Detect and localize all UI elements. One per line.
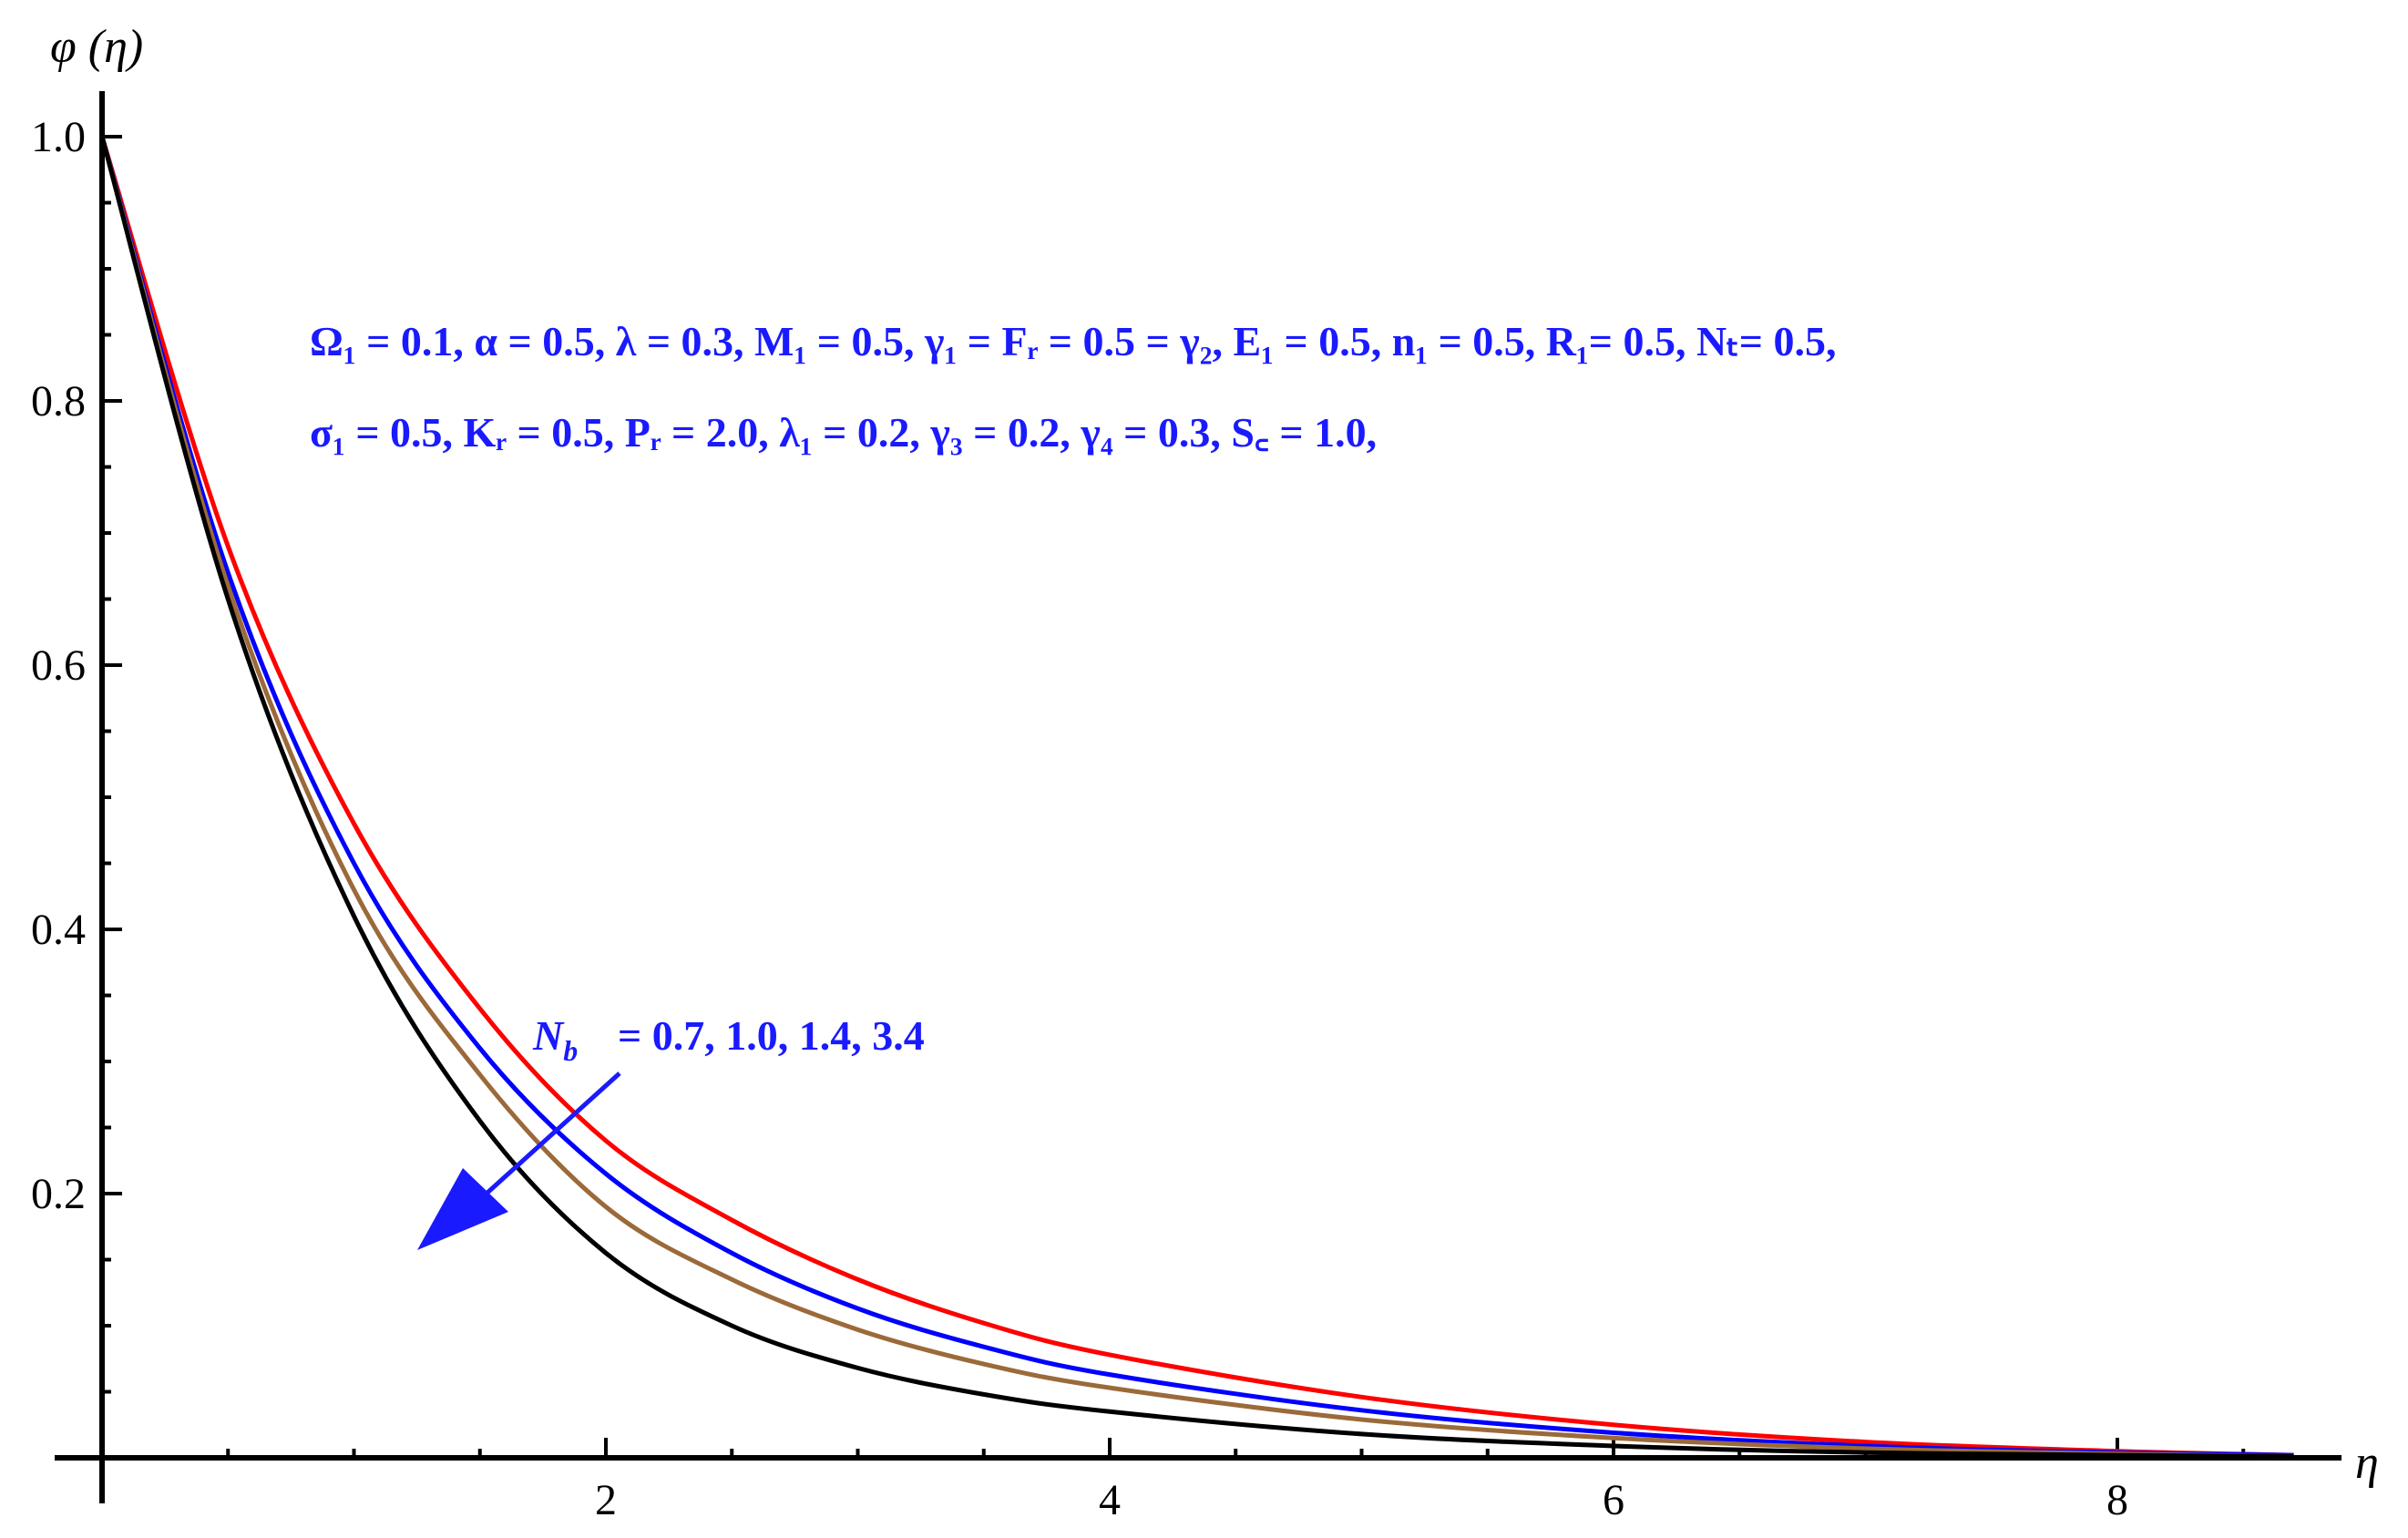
series-line-4 <box>99 136 2294 1460</box>
trend-arrow-shaft <box>476 1071 621 1203</box>
series-line-2 <box>99 136 2294 1458</box>
trend-arrow-head <box>417 1168 508 1250</box>
x-tick-label: 2 <box>595 1476 617 1524</box>
y-tick-label: 1.0 <box>31 113 86 161</box>
y-tick-label: 0.4 <box>31 906 86 954</box>
nb-annotation: Nb = 0.7, 1.0, 1.4, 3.4 <box>532 1012 925 1067</box>
y-axis: 0.2 0.4 0.6 0.8 1.0 <box>31 91 122 1503</box>
y-tick-label: 0.8 <box>31 377 86 426</box>
nb-label: Nb <box>532 1012 578 1067</box>
x-tick-label: 4 <box>1099 1476 1121 1524</box>
series-line-1 <box>99 136 2294 1458</box>
trend-arrow <box>417 1071 621 1250</box>
y-tick-label: 0.6 <box>31 641 86 690</box>
y-axis-label: φ (η) <box>50 21 143 73</box>
params-line-2: σ₁ = 0.5, Kᵣ = 0.5, Pᵣ = 2.0, λ₁ = 0.2, … <box>310 409 1377 456</box>
x-tick-label: 6 <box>1603 1476 1624 1524</box>
x-tick-label: 8 <box>2106 1476 2128 1524</box>
series-group <box>99 136 2294 1460</box>
nb-values: = 0.7, 1.0, 1.4, 3.4 <box>618 1012 925 1059</box>
x-axis-label: η <box>2355 1437 2379 1489</box>
y-tick-label: 0.2 <box>31 1170 86 1218</box>
params-line-1: Ω₁ = 0.1, α = 0.5, λ = 0.3, M₁ = 0.5, γ₁… <box>310 318 1837 364</box>
series-line-3 <box>99 136 2294 1460</box>
